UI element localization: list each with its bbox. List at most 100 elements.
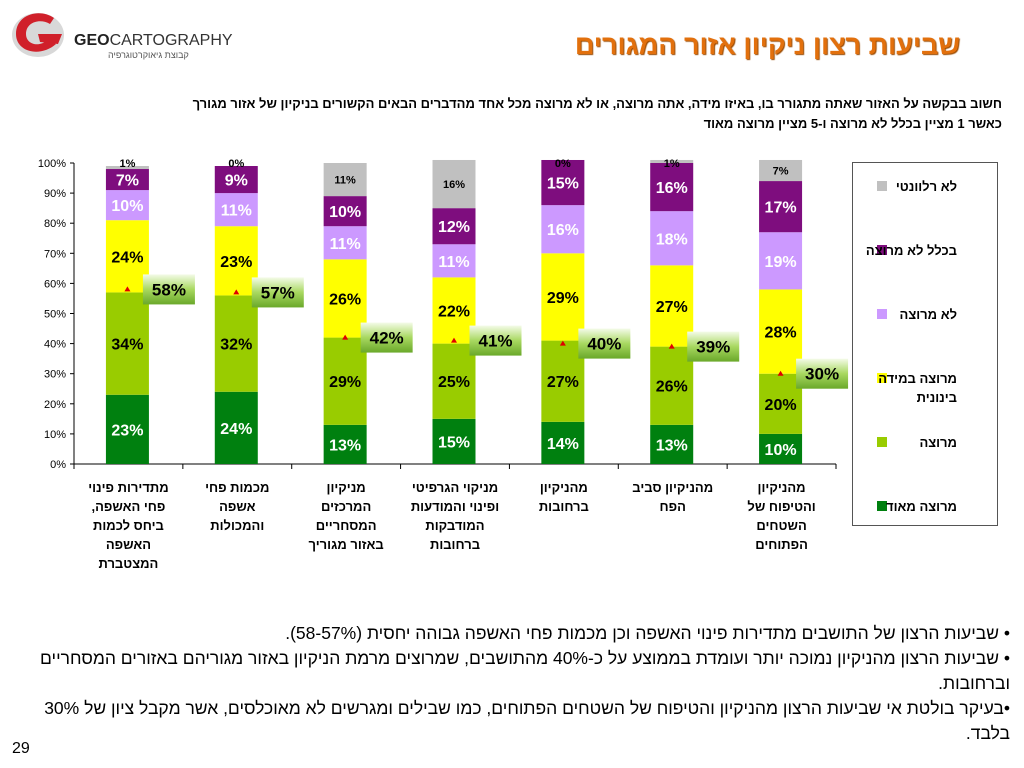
category-label: השטחים	[756, 518, 806, 533]
bar-segment	[759, 159, 803, 182]
bar-segment	[105, 220, 149, 293]
bar-segment	[323, 424, 367, 464]
data-label: 29%	[547, 290, 579, 307]
bar-segment	[323, 259, 367, 338]
legend-swatch	[877, 309, 887, 319]
data-label: 27%	[656, 299, 688, 316]
data-label: 7%	[116, 173, 139, 190]
data-label: 16%	[443, 179, 465, 191]
bar-segment	[105, 166, 149, 170]
bar-segment	[105, 169, 149, 191]
data-label: 14%	[547, 436, 579, 453]
legend-label: מרוצה מאוד	[886, 499, 957, 514]
bar-segment	[323, 163, 367, 197]
category-label: הפתוחים	[755, 537, 808, 552]
bar-segment	[432, 418, 476, 464]
data-label: 34%	[111, 337, 143, 354]
data-label: 28%	[765, 325, 797, 342]
category-label: ברחובות	[539, 499, 589, 514]
bar-segment	[323, 337, 367, 425]
logo-subtitle: קבוצת גיאוקרטוגרפיה	[108, 50, 189, 60]
stacked-bar-chart: 0% 10% 20% 30% 40% 50% 60% 70% 80% 90% 100% 23% 34% 2…	[38, 158, 849, 571]
bar-segment	[541, 253, 585, 341]
bar-segment	[541, 205, 585, 254]
legend-item-very-dissatisfied: בכלל לא מרוצה	[853, 241, 997, 281]
category-label: המרכזים	[321, 499, 371, 514]
category-label: מהניקיון	[540, 480, 588, 495]
total-marker	[451, 337, 457, 343]
data-label: 29%	[329, 374, 361, 391]
y-tick-label: 40%	[44, 339, 66, 351]
bar-segment	[323, 196, 367, 227]
category-label: ופינוי והמודעות	[411, 499, 499, 514]
bar-segment	[214, 226, 258, 296]
data-label: 0%	[555, 158, 571, 170]
total-label: 30%	[805, 365, 839, 384]
bar-segment	[541, 340, 585, 422]
total-marker	[668, 343, 675, 349]
category-label: מכמות פחי	[205, 480, 269, 495]
data-label: 17%	[765, 200, 797, 217]
bar-segment	[650, 346, 694, 425]
bar-segment	[650, 211, 694, 266]
total-label: 42%	[370, 329, 404, 348]
data-label: 16%	[656, 180, 688, 197]
bar-segment	[650, 265, 694, 347]
data-label: 25%	[438, 374, 470, 391]
category-label: ביחס לכמות	[93, 518, 164, 533]
category-label: מניקוי הגרפיטי	[412, 480, 498, 495]
total-box	[687, 331, 740, 362]
data-label: 26%	[329, 291, 361, 308]
company-logo: GEOCARTOGRAPHY קבוצת גיאוקרטוגרפיה	[10, 8, 233, 60]
total-label: 40%	[587, 335, 621, 354]
bar-segment	[759, 373, 803, 434]
y-tick-label: 70%	[44, 248, 66, 260]
y-tick-label: 20%	[44, 399, 66, 411]
category-label: מהניקיון סביב	[632, 480, 713, 495]
legend-swatch	[877, 245, 887, 255]
data-label: 11%	[438, 254, 469, 271]
legend-label: בכלל לא מרוצה	[865, 243, 957, 258]
data-label: 15%	[438, 434, 470, 451]
total-box	[360, 322, 413, 353]
bar-segment	[105, 292, 149, 395]
data-label: 10%	[111, 198, 143, 215]
bar-segment	[214, 295, 258, 392]
category-label: פחי האשפה,	[92, 499, 166, 514]
total-marker	[777, 370, 784, 376]
bullet-point: •בעיקר בולטת אי שביעות הרצון מהניקיון וה…	[44, 698, 1010, 743]
category-label: מניקיון	[327, 480, 366, 495]
data-label: 0%	[228, 158, 244, 170]
logo-swoosh-icon	[12, 13, 64, 57]
bar-segment	[432, 244, 476, 278]
y-tick-label: 50%	[44, 309, 66, 321]
total-marker	[342, 334, 349, 340]
data-label: 26%	[656, 379, 688, 396]
category-label: והמכולות	[210, 518, 264, 533]
page-title: שביעות רצון ניקיון אזור המגורים	[574, 30, 960, 60]
question-line-1: חשוב בבקשה על האזור שאתה מתגורר בו, באיז…	[192, 96, 1002, 111]
y-tick-label: 80%	[44, 218, 66, 230]
data-label: 16%	[547, 222, 579, 239]
total-box	[796, 358, 849, 389]
legend-item-satisfied: מרוצה	[853, 433, 997, 473]
total-marker	[124, 286, 131, 292]
total-label: 57%	[261, 283, 295, 302]
data-label: 19%	[765, 254, 797, 271]
logo-brand: GEOCARTOGRAPHY	[74, 32, 233, 49]
summary-bullets: • שביעות הרצון של התושבים מתדירות פינוי …	[10, 621, 1010, 746]
legend-label: לא רלוונטי	[895, 179, 957, 194]
category-label: האשפה	[106, 537, 151, 552]
bar-segment	[214, 166, 258, 194]
bar-segment	[105, 394, 149, 464]
data-label: 27%	[547, 374, 579, 391]
data-label: 15%	[547, 176, 579, 193]
legend-swatch	[877, 501, 887, 511]
total-marker	[233, 289, 240, 295]
legend-label: מרוצה במידה בינונית	[878, 371, 957, 405]
bar-segment	[105, 190, 149, 221]
data-label: 10%	[329, 204, 361, 221]
total-marker	[559, 340, 566, 346]
total-label: 41%	[478, 332, 512, 351]
legend-item-dissatisfied: לא מרוצה	[853, 305, 997, 345]
